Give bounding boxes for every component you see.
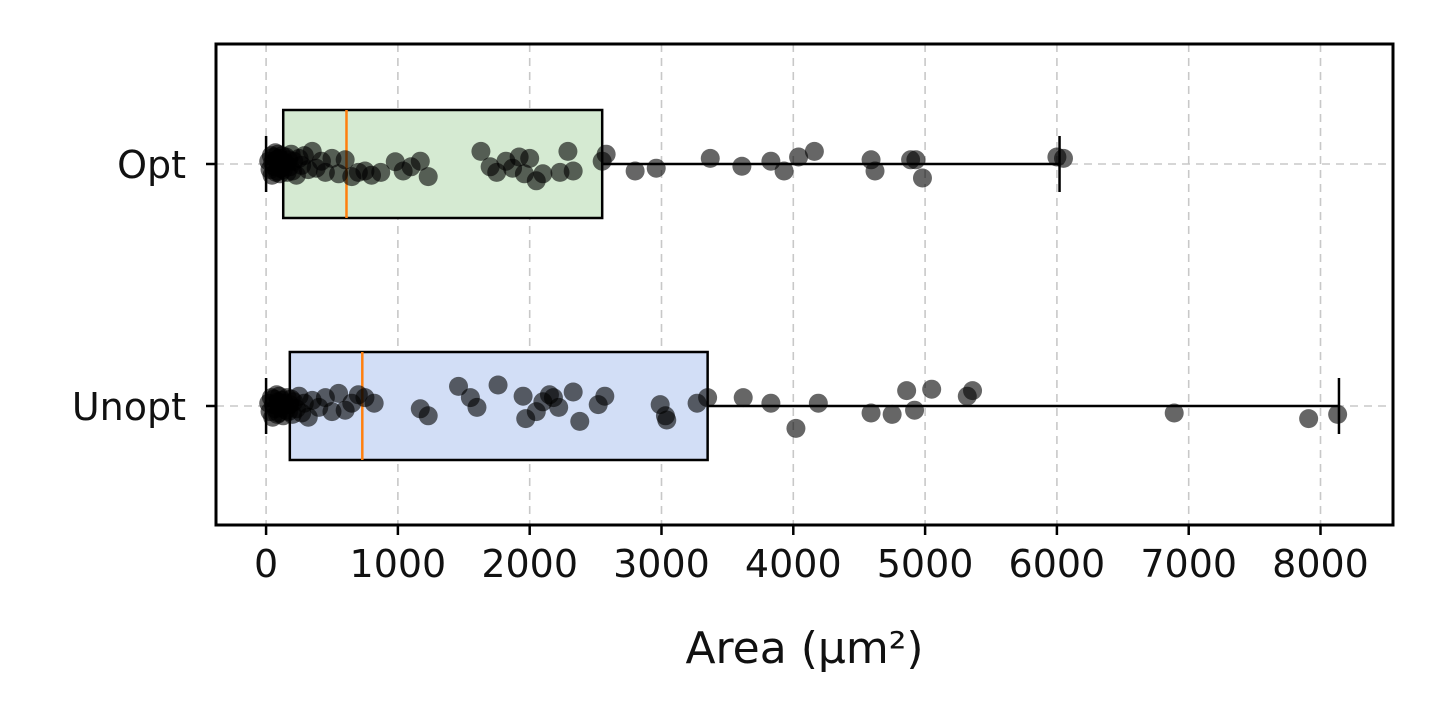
x-tick-label: 6000: [1009, 542, 1106, 586]
x-tick-label: 7000: [1140, 542, 1237, 586]
data-point: [1328, 404, 1348, 424]
data-point: [471, 141, 491, 161]
data-point: [786, 418, 806, 438]
data-point: [922, 379, 942, 399]
x-tick-label: 3000: [613, 542, 710, 586]
data-point: [906, 150, 926, 170]
x-tick-label: 1000: [350, 542, 447, 586]
data-point: [488, 375, 508, 395]
x-tick-label: 0: [254, 542, 278, 586]
data-point: [563, 382, 583, 402]
data-point: [625, 161, 645, 181]
data-point: [646, 158, 666, 178]
data-point: [861, 403, 881, 423]
data-point: [595, 386, 615, 406]
data-point: [732, 156, 752, 176]
x-tick-label: 8000: [1272, 542, 1369, 586]
data-point: [558, 141, 578, 161]
data-point: [865, 161, 885, 181]
data-point: [761, 393, 781, 413]
axis-layer: 0 1000 2000 3000 4000 5000 6000 7000 8000 Opt Unop…: [72, 143, 1369, 586]
data-point: [364, 393, 384, 413]
data-point: [897, 381, 917, 401]
data-point: [657, 410, 677, 430]
x-axis-title: Area (µm²): [685, 623, 923, 674]
data-point: [698, 388, 718, 408]
data-point: [335, 150, 355, 170]
data-point: [418, 406, 438, 426]
data-point: [774, 161, 794, 181]
data-point: [1164, 403, 1184, 423]
data-point: [1299, 409, 1319, 429]
data-point: [733, 388, 753, 408]
data-point: [371, 162, 391, 182]
data-point: [789, 147, 809, 167]
data-point: [804, 141, 824, 161]
data-point: [563, 161, 583, 181]
data-point: [449, 376, 469, 396]
data-point: [520, 148, 540, 168]
data-point: [549, 397, 569, 417]
data-point: [761, 151, 781, 171]
data-point: [570, 411, 590, 431]
y-tick-label: Unopt: [72, 385, 186, 429]
data-point: [513, 386, 533, 406]
x-tick-label: 4000: [745, 542, 842, 586]
whisker-layer: [264, 136, 1341, 434]
x-tick-label: 2000: [481, 542, 578, 586]
plot-frame: [214, 42, 1395, 527]
x-tick-label: 5000: [877, 542, 974, 586]
data-point: [808, 393, 828, 413]
y-tick-label: Opt: [117, 143, 186, 187]
data-point: [963, 381, 983, 401]
data-point: [912, 168, 932, 188]
data-point: [418, 167, 438, 187]
data-point: [596, 144, 616, 164]
data-point: [905, 400, 925, 420]
data-point: [467, 397, 487, 417]
data-point: [410, 151, 430, 171]
data-point: [882, 404, 902, 424]
data-point: [329, 383, 349, 403]
data-point: [533, 164, 553, 184]
